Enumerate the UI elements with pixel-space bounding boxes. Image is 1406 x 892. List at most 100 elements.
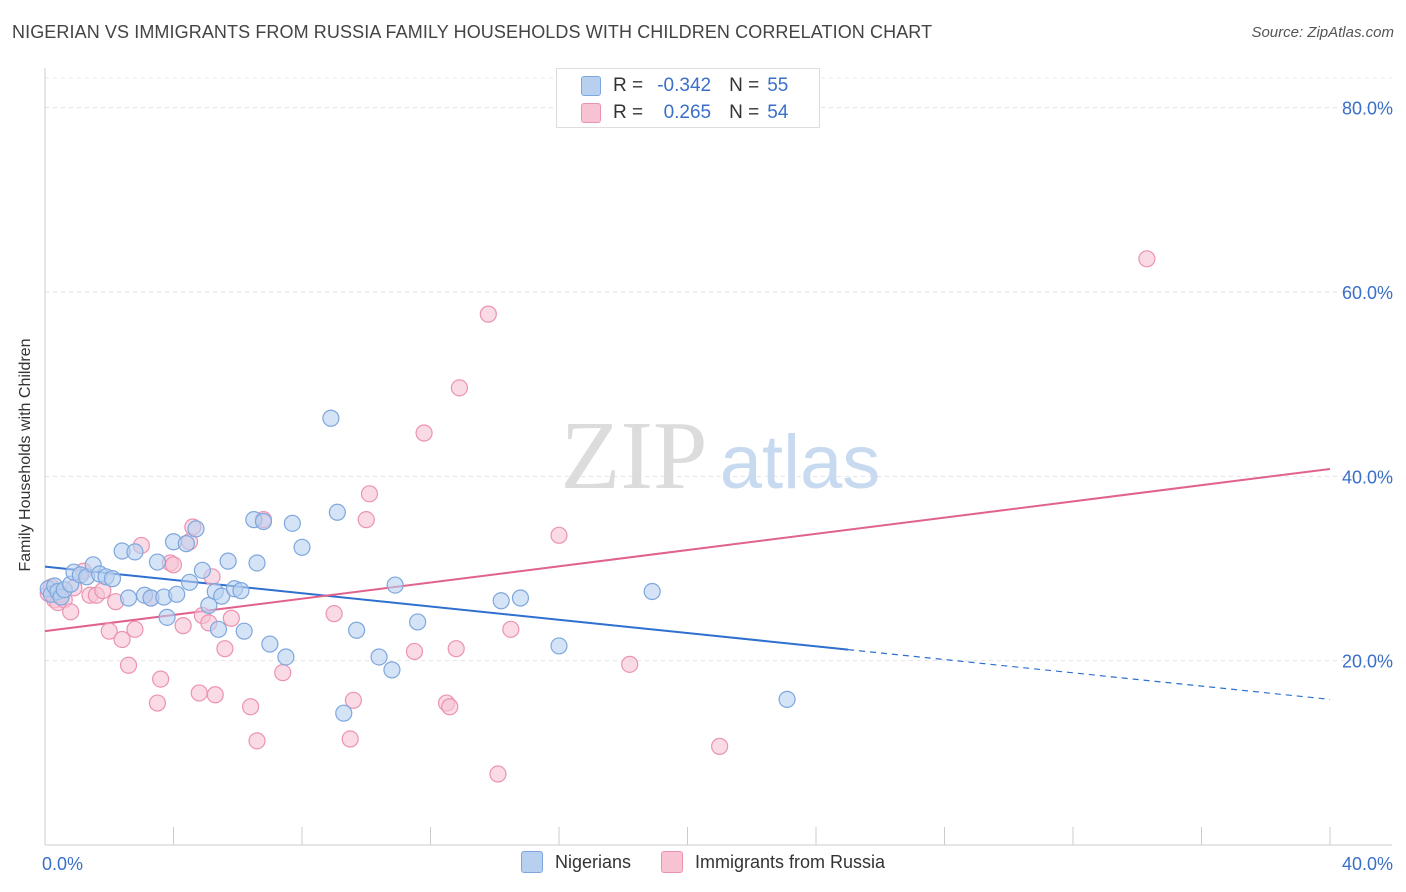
r-label: R = <box>613 75 644 96</box>
nigerians-trend-line <box>44 565 849 651</box>
nigerian-point <box>283 514 301 532</box>
nigerian-point <box>219 552 237 570</box>
y-tick-label: 60.0% <box>1342 283 1393 303</box>
axes <box>44 68 1392 846</box>
nigerian-point <box>193 561 212 579</box>
russia-point <box>621 655 639 673</box>
russia-point <box>113 630 131 649</box>
russia-point <box>164 556 183 574</box>
russia-point <box>174 617 192 635</box>
russia-point <box>357 511 375 529</box>
data-points <box>39 250 1156 783</box>
nigerian-point <box>409 613 427 631</box>
r-value-russia: 0.265 <box>663 102 712 123</box>
nigerian-point <box>148 553 167 571</box>
nigerian-point <box>180 573 199 591</box>
russia-point <box>344 691 362 709</box>
russia-point <box>479 305 497 323</box>
nigerian-point <box>370 648 388 666</box>
nigerian-point <box>168 585 186 603</box>
tick-labels: 20.0% 40.0% 60.0% 80.0% 0.0% 40.0% <box>42 99 1393 874</box>
russia-point <box>360 485 379 503</box>
nigerian-point <box>383 661 401 679</box>
russia-point <box>248 732 266 750</box>
russia-point <box>148 694 167 712</box>
nigerians-swatch <box>581 76 601 96</box>
nigerian-point <box>348 621 366 639</box>
y-tick-label: 40.0% <box>1342 467 1393 487</box>
nigerian-point <box>209 620 228 638</box>
legend-label-russia: Immigrants from Russia <box>695 851 886 872</box>
n-value-nigerians: 55 <box>767 75 789 96</box>
chart-title: NIGERIAN VS IMMIGRANTS FROM RUSSIA FAMIL… <box>12 22 933 42</box>
russia-point <box>415 424 433 442</box>
russia-point <box>62 603 80 621</box>
russia-point <box>489 765 507 783</box>
y-tick-label: 80.0% <box>1342 99 1393 119</box>
nigerian-point <box>187 520 205 538</box>
russia-point <box>441 698 459 716</box>
y-tick-label: 20.0% <box>1342 652 1393 672</box>
nigerian-point <box>158 608 176 626</box>
nigerian-point <box>126 543 144 561</box>
nigerian-point <box>235 622 253 640</box>
nigerian-point <box>778 690 796 708</box>
nigerian-point <box>254 512 273 531</box>
russia-trend-line <box>44 467 1331 633</box>
nigerian-point <box>119 589 138 607</box>
gridlines <box>45 77 1392 662</box>
legend-item-nigerians[interactable]: Nigerians <box>520 851 631 873</box>
russia-point <box>190 684 208 702</box>
russia-point <box>119 656 138 674</box>
legend-row-russia: R = 0.265 N = 54 <box>581 100 807 126</box>
n-label: N = <box>729 102 760 123</box>
nigerian-point <box>200 596 218 614</box>
nigerian-point <box>511 589 530 607</box>
nigerian-point <box>492 592 510 610</box>
russia-point <box>711 737 729 755</box>
nigerian-point <box>328 503 346 521</box>
r-label: R = <box>613 102 644 123</box>
russia-point <box>550 526 568 544</box>
n-value-russia: 54 <box>767 102 789 123</box>
nigerian-point <box>177 535 195 553</box>
legend-item-russia[interactable]: Immigrants from Russia <box>661 851 885 873</box>
russia-point <box>222 609 240 627</box>
russia-point <box>502 620 520 638</box>
nigerian-point <box>293 538 311 556</box>
nigerian-point <box>261 635 279 653</box>
nigerian-point <box>248 554 266 572</box>
russia-point <box>242 698 260 716</box>
x-tick-label: 40.0% <box>1342 854 1393 874</box>
nigerian-point <box>232 582 250 600</box>
correlation-legend: R = -0.342 N = 55 R = 0.265 N = 54 <box>556 68 820 128</box>
nigerian-point <box>643 582 661 601</box>
legend-row-nigerians: R = -0.342 N = 55 <box>581 73 807 99</box>
russia-point <box>216 640 234 658</box>
russia-point <box>126 620 144 638</box>
series-legend: Nigerians Immigrants from Russia <box>0 851 1406 873</box>
russia-point <box>450 379 469 397</box>
russia-point <box>1138 250 1156 268</box>
russia-point <box>152 670 170 688</box>
watermark: ZIP atlas <box>561 402 881 510</box>
nigerian-point <box>213 587 231 605</box>
n-label: N = <box>729 75 760 96</box>
nigerians-trend-extension <box>848 649 1331 700</box>
x-tick-label: 0.0% <box>42 854 83 874</box>
watermark-zip: ZIP <box>561 402 708 510</box>
russia-point <box>405 642 424 661</box>
nigerian-point <box>335 704 353 722</box>
nigerian-point <box>103 570 122 588</box>
russia-legend-swatch <box>661 851 683 873</box>
nigerians-legend-swatch <box>520 851 543 873</box>
nigerian-point <box>386 576 404 594</box>
source-label: Source: ZipAtlas.com <box>1251 24 1394 41</box>
watermark-atlas: atlas <box>720 420 881 505</box>
nigerian-point <box>550 637 568 655</box>
russia-swatch <box>581 103 601 123</box>
russia-point <box>274 664 292 682</box>
nigerian-point <box>277 648 295 666</box>
russia-point <box>206 686 224 704</box>
